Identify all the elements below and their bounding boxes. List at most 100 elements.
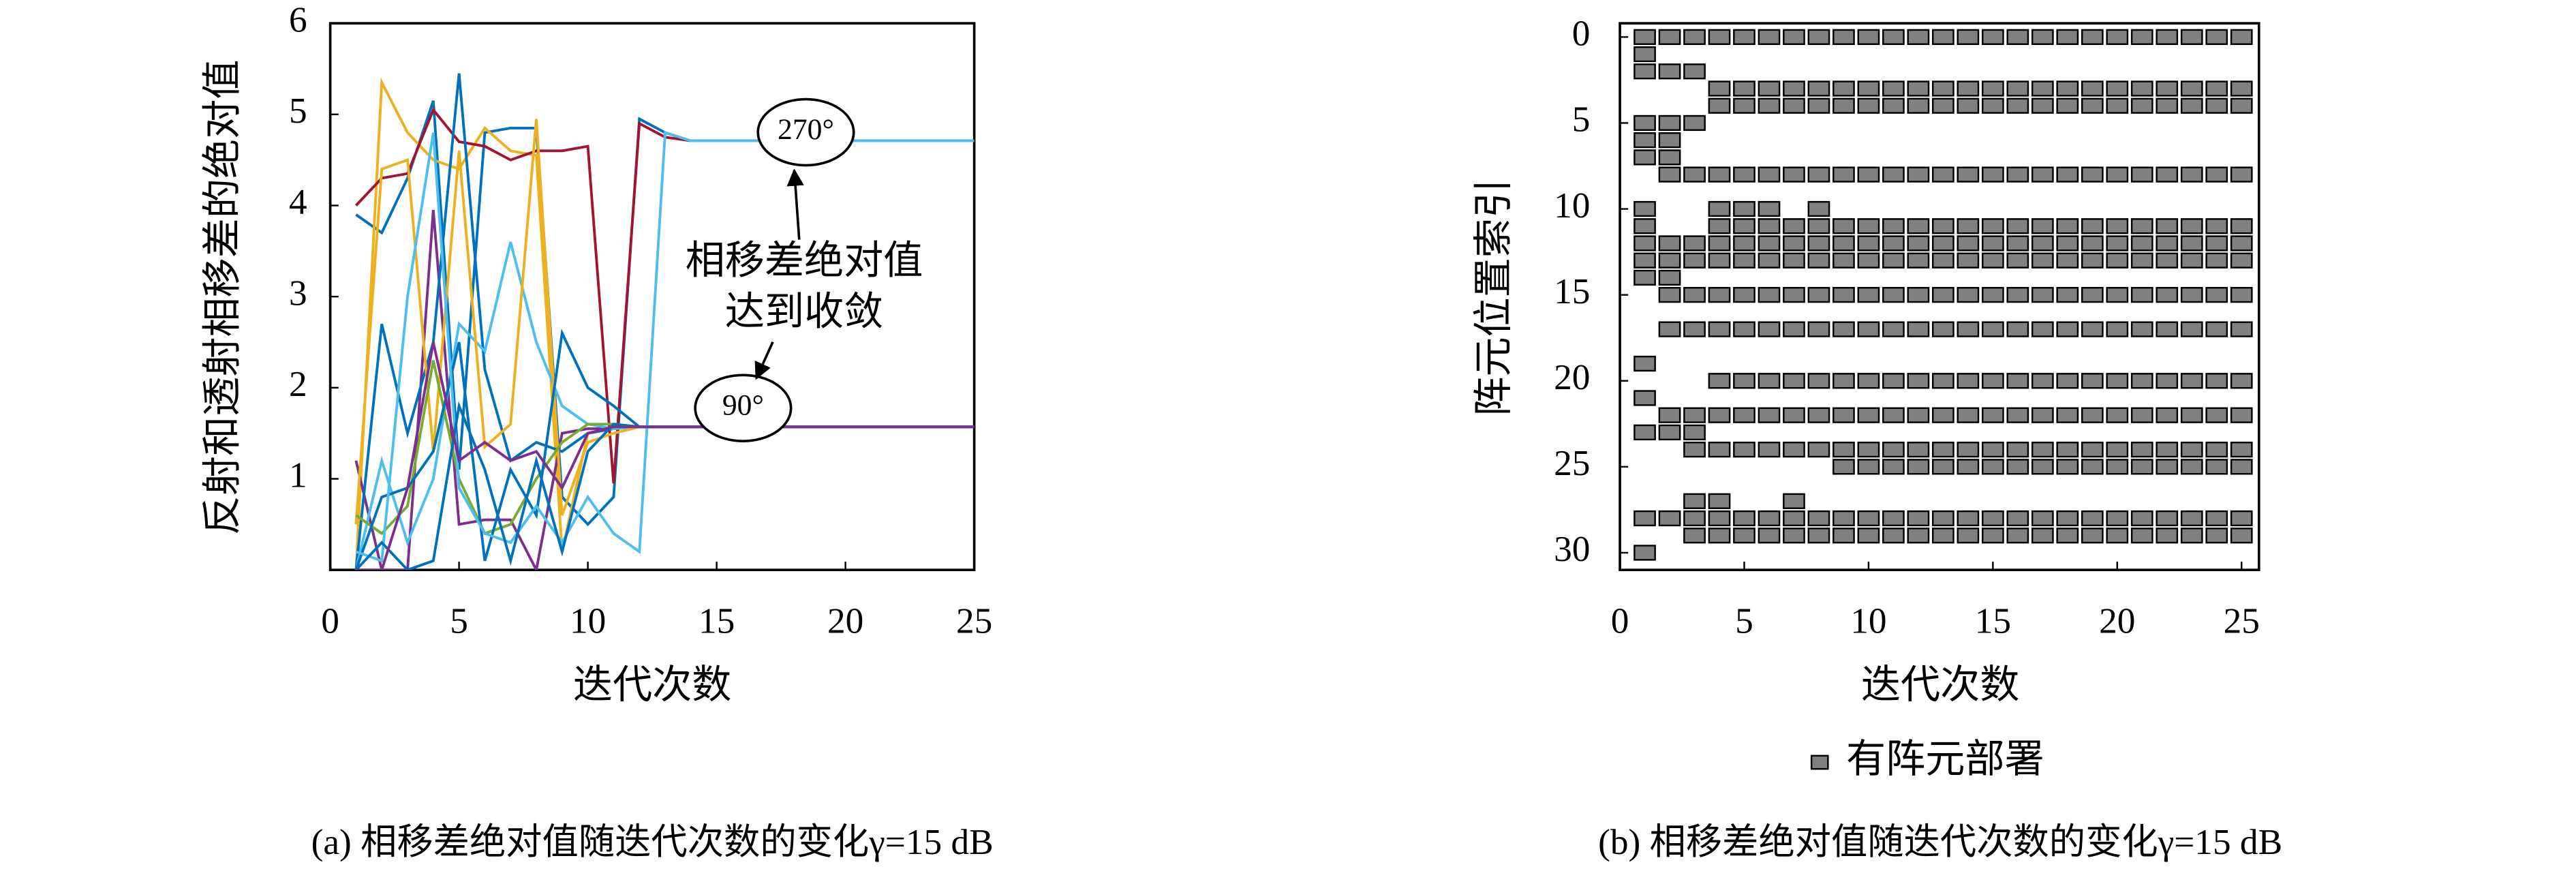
cell <box>2130 218 2153 234</box>
cell <box>2031 80 2054 97</box>
cell <box>2180 218 2203 234</box>
cell <box>1807 442 1830 458</box>
cell <box>2056 407 2079 423</box>
cell <box>2230 442 2253 458</box>
cell <box>1658 321 1681 337</box>
cell <box>1882 459 1905 475</box>
cell <box>1932 166 1954 183</box>
cell <box>1733 321 1755 337</box>
cell <box>2130 510 2153 527</box>
cell <box>1907 407 1930 423</box>
cell <box>2106 235 2129 251</box>
cell <box>2031 287 2054 303</box>
cell <box>2006 528 2029 544</box>
cell <box>2180 321 2203 337</box>
cell <box>1708 373 1731 389</box>
cell <box>2006 459 2029 475</box>
cell <box>1733 510 1755 527</box>
cell <box>2106 442 2129 458</box>
cell <box>1708 287 1731 303</box>
cell <box>1932 373 1954 389</box>
cell <box>1882 252 1905 269</box>
cell <box>1758 200 1781 217</box>
cell <box>1907 373 1930 389</box>
cell <box>1907 510 1930 527</box>
cell <box>2106 80 2129 97</box>
cell <box>1907 29 1930 45</box>
cell <box>1783 287 1805 303</box>
cell <box>2006 510 2029 527</box>
cell <box>1907 218 1930 234</box>
cell <box>1658 235 1681 251</box>
x-tick-label: 10 <box>570 600 606 641</box>
cell <box>1833 80 1855 97</box>
cell <box>2180 510 2203 527</box>
cell <box>2180 235 2203 251</box>
cell <box>1857 510 1880 527</box>
y-tick-label: 0 <box>1572 14 1591 54</box>
cell <box>1807 235 1830 251</box>
cell <box>1683 29 1706 45</box>
cell <box>1833 459 1855 475</box>
cell <box>1907 459 1930 475</box>
cell <box>2081 407 2104 423</box>
cell <box>1981 166 2004 183</box>
annotation: 270° <box>778 113 834 146</box>
cell <box>1957 287 1980 303</box>
cell <box>2081 510 2104 527</box>
cell <box>2031 528 2054 544</box>
cell <box>1857 407 1880 423</box>
cell <box>2031 407 2054 423</box>
cell <box>1857 459 1880 475</box>
cell <box>1658 63 1681 80</box>
cell <box>1683 442 1706 458</box>
y-tick-label: 3 <box>289 273 307 313</box>
cell <box>2180 287 2203 303</box>
cell <box>2205 29 2228 45</box>
cell <box>1634 63 1656 80</box>
legend-swatch <box>1810 754 1829 770</box>
cell <box>1833 29 1855 45</box>
cell <box>2056 287 2079 303</box>
cell <box>1882 80 1905 97</box>
cell <box>2205 166 2228 183</box>
cell <box>1683 287 1706 303</box>
x-axis-label: 迭代次数 <box>573 662 732 707</box>
annotation: 相移差绝对值 <box>686 238 923 282</box>
cell <box>2180 80 2203 97</box>
cell <box>2056 459 2079 475</box>
cell <box>1981 218 2004 234</box>
cell <box>2156 252 2179 269</box>
cell <box>1634 149 1656 166</box>
cell <box>1981 528 2004 544</box>
cell <box>1783 29 1805 45</box>
cell <box>2230 407 2253 423</box>
cell <box>2180 252 2203 269</box>
cell <box>2230 287 2253 303</box>
cell <box>1882 528 1905 544</box>
cell <box>2031 459 2054 475</box>
cell <box>1783 373 1805 389</box>
cell <box>1932 252 1954 269</box>
cell <box>2205 252 2228 269</box>
cell <box>1932 459 1954 475</box>
cell <box>1708 528 1731 544</box>
cell <box>1783 528 1805 544</box>
cell <box>1882 321 1905 337</box>
cell <box>1634 510 1656 527</box>
cell <box>2156 287 2179 303</box>
legend-label: 有阵元部署 <box>1846 737 2044 781</box>
cell <box>1658 132 1681 149</box>
x-tick-label: 20 <box>827 600 863 641</box>
cell <box>2056 373 2079 389</box>
cell <box>1733 528 1755 544</box>
cell <box>1733 373 1755 389</box>
cell <box>2056 80 2079 97</box>
cell <box>2130 29 2153 45</box>
cell <box>1733 287 1755 303</box>
cell <box>2031 510 2054 527</box>
y-tick-label: 6 <box>289 0 307 40</box>
cell <box>1957 321 1980 337</box>
cell <box>1957 407 1980 423</box>
cell <box>2156 29 2179 45</box>
